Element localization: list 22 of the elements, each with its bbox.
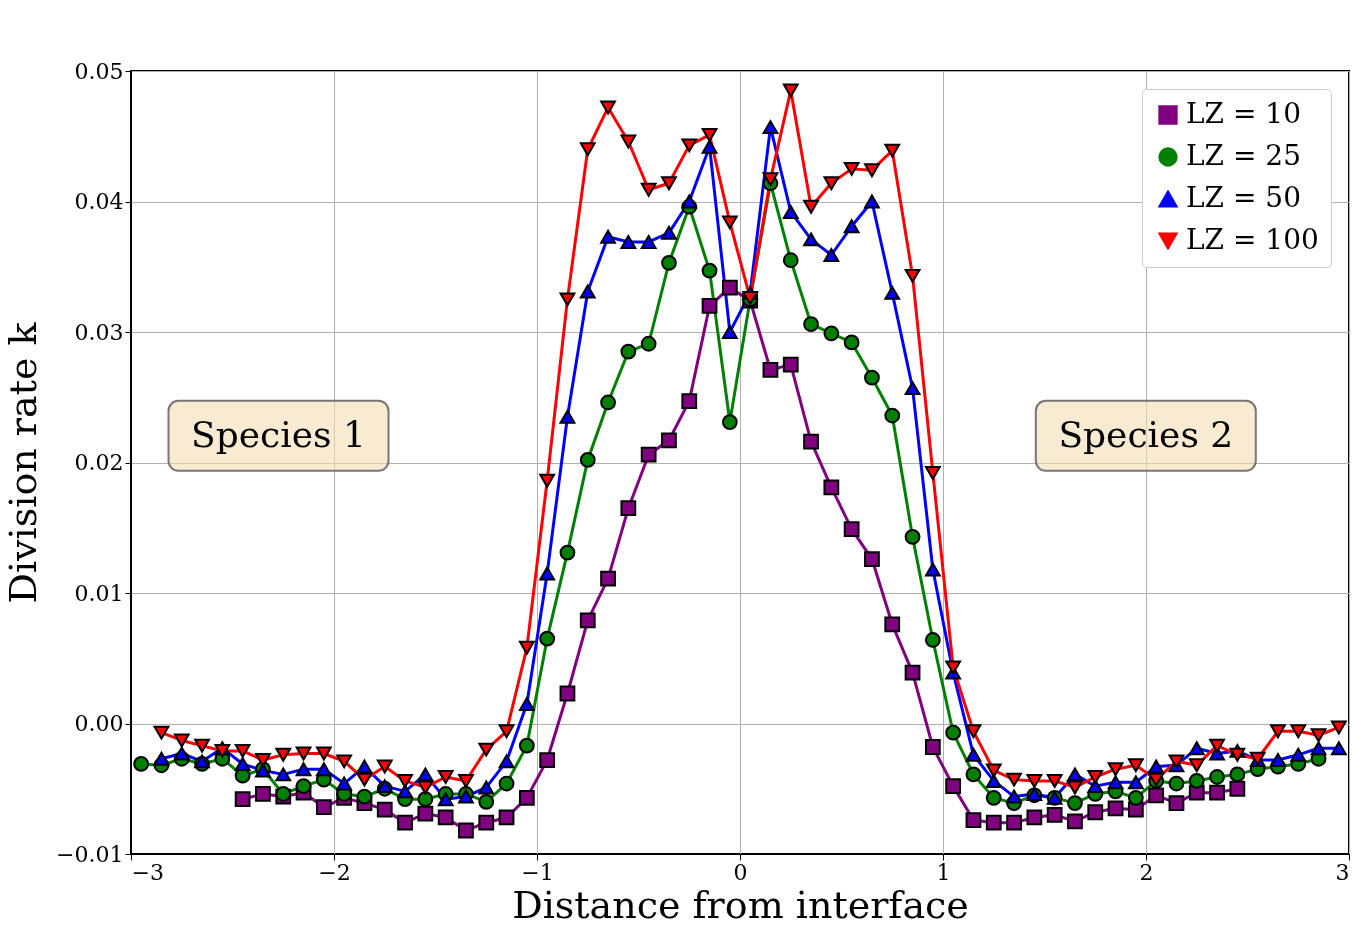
legend-label: LZ = 10 xyxy=(1186,97,1301,130)
x-tick-label: 3 xyxy=(1335,859,1350,885)
annotation: Species 1 xyxy=(191,413,366,455)
x-axis-title: Distance from interface xyxy=(512,882,969,927)
y-tick-label: −0.01 xyxy=(56,841,124,867)
x-tick-label: 0 xyxy=(733,859,748,885)
y-tick-label: 0.03 xyxy=(74,319,124,345)
legend-label: LZ = 100 xyxy=(1186,223,1319,256)
x-tick-label: −1 xyxy=(521,859,554,885)
y-tick-label: 0.02 xyxy=(74,450,124,475)
y-tick-label: 0.01 xyxy=(74,580,124,606)
x-tick-label: −3 xyxy=(131,859,164,885)
x-tick-label: 1 xyxy=(936,859,951,885)
legend-label: LZ = 25 xyxy=(1186,139,1301,172)
y-tick-label: 0.05 xyxy=(74,58,124,84)
y-tick-label: 0.00 xyxy=(74,711,124,736)
annotation: Species 2 xyxy=(1058,413,1234,455)
y-tick-label: 0.04 xyxy=(74,189,124,214)
legend-label: LZ = 50 xyxy=(1186,181,1301,214)
x-tick-label: 2 xyxy=(1139,859,1154,885)
x-tick-label: −2 xyxy=(318,859,351,885)
y-axis-title: Division rate k xyxy=(1,321,46,604)
